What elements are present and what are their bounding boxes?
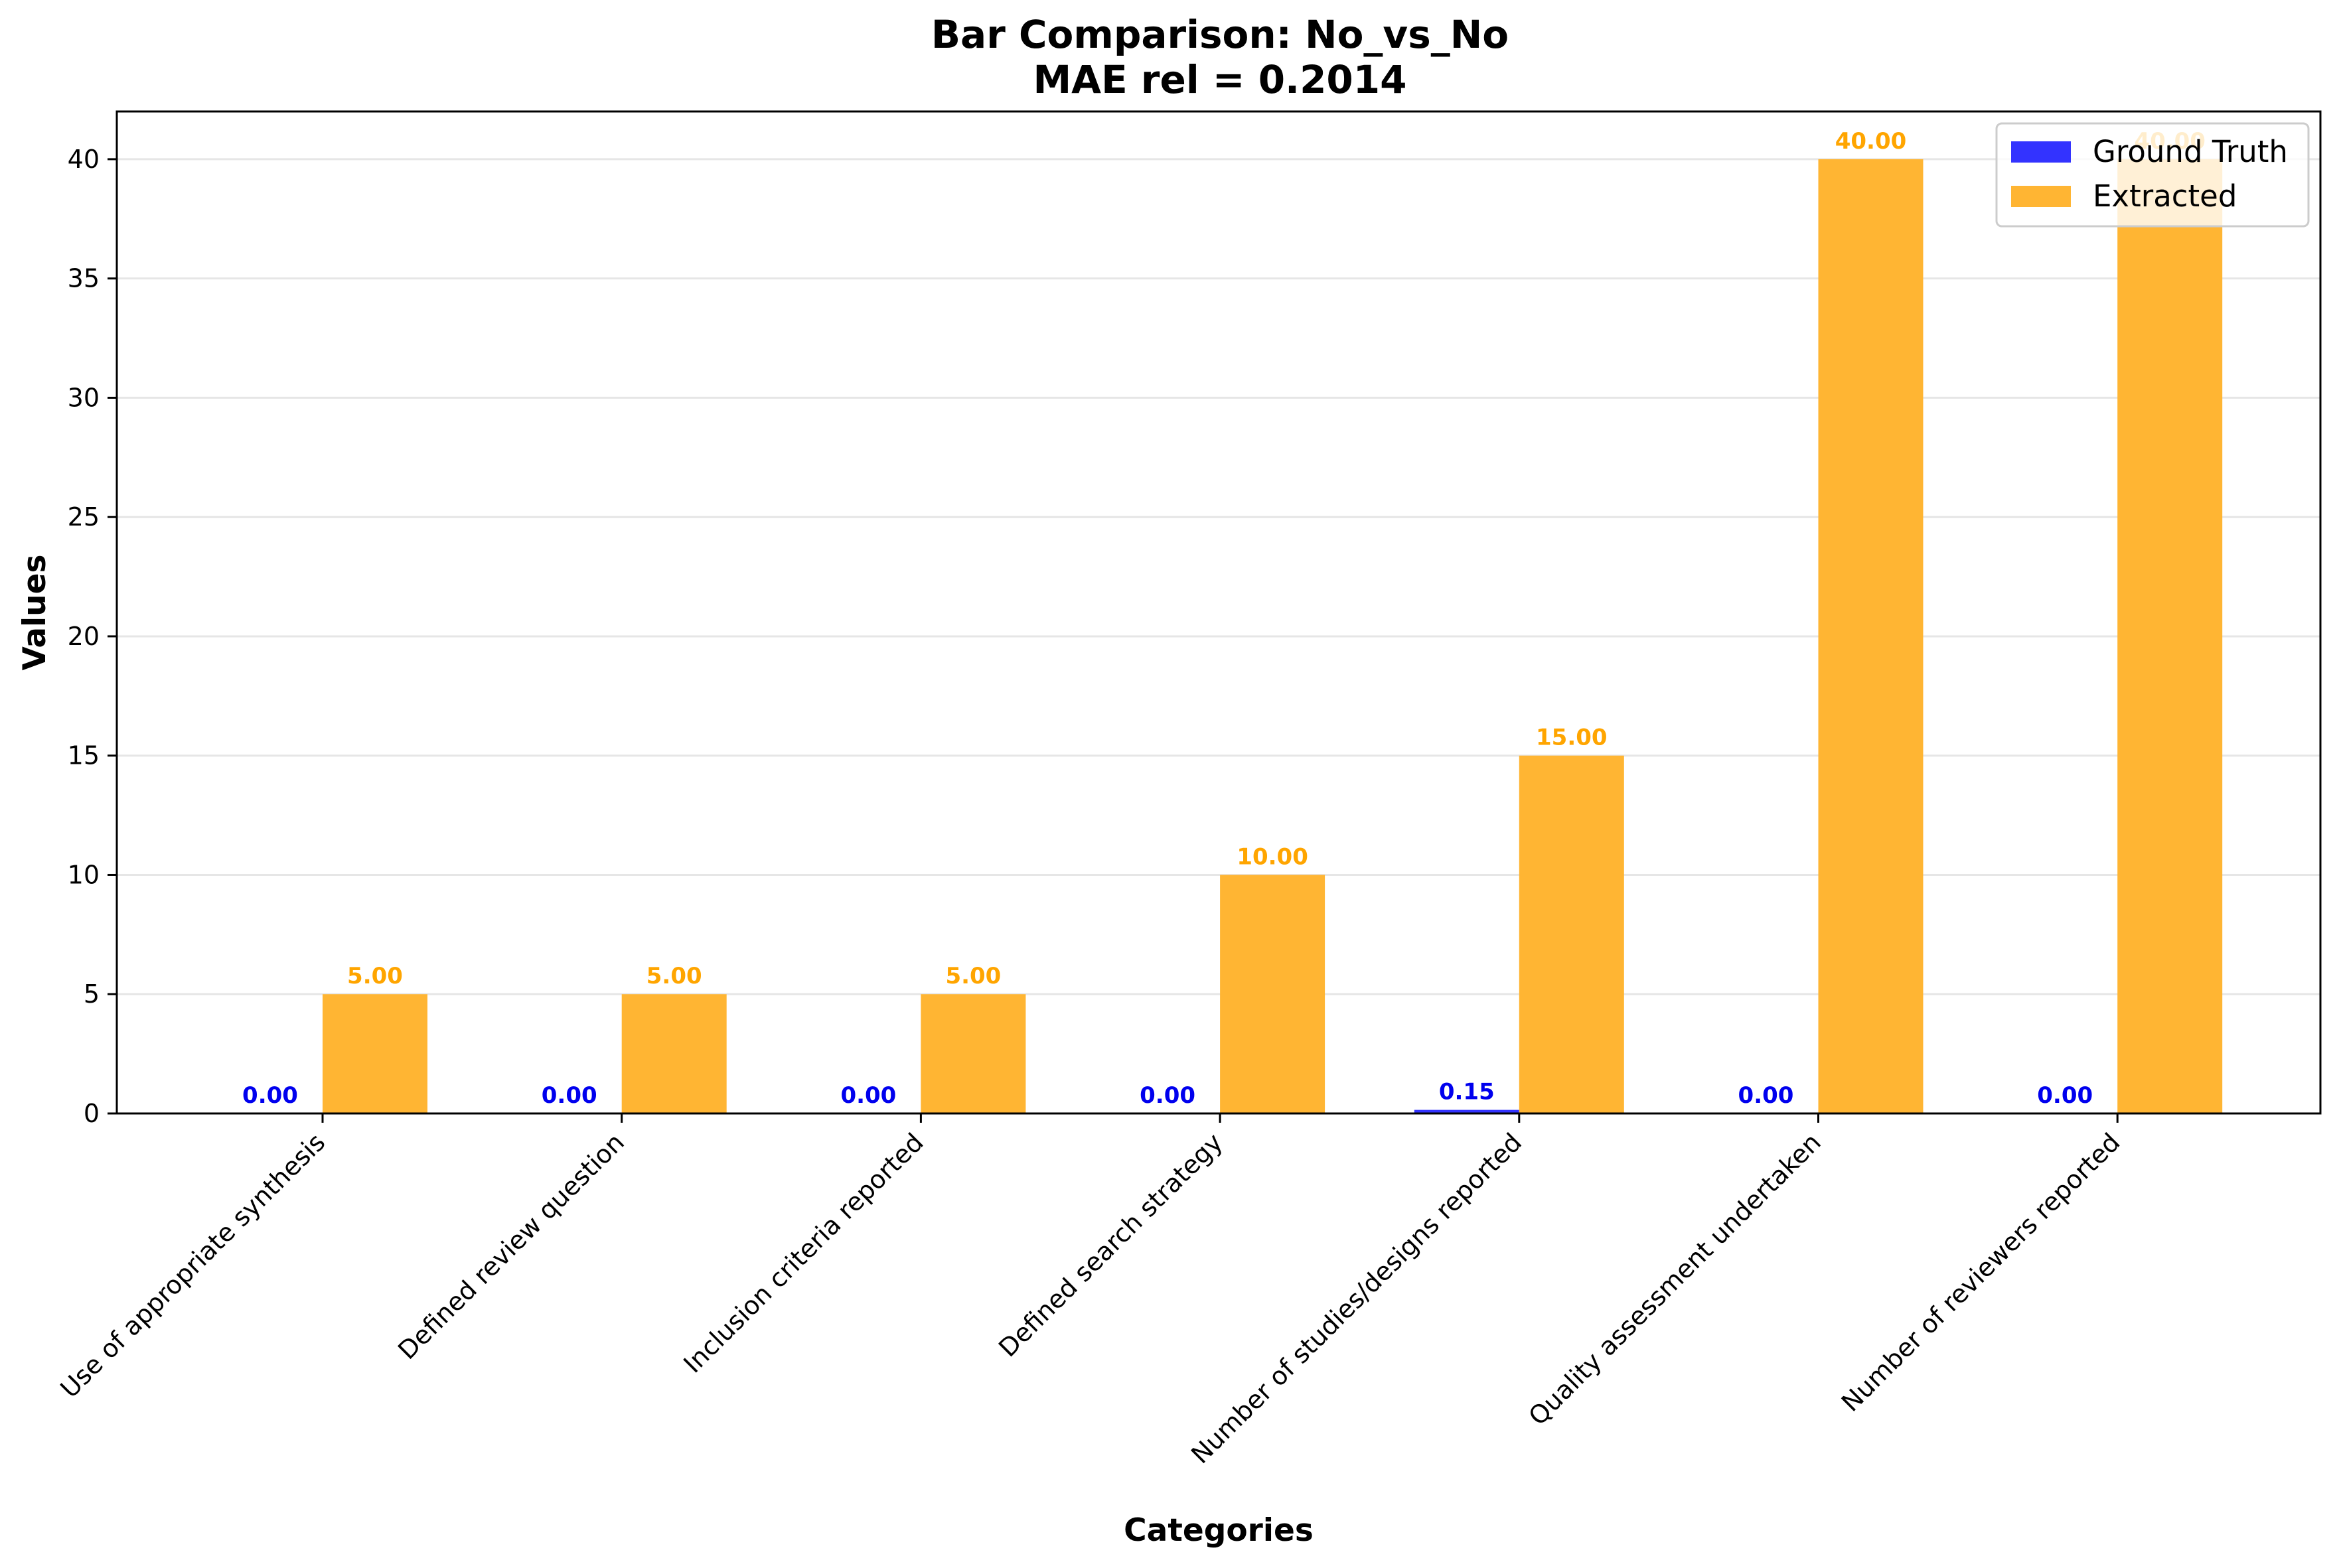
- legend-label-ground-truth: Ground Truth: [2093, 134, 2288, 169]
- bar-extracted: [1220, 875, 1325, 1113]
- legend-swatch-extracted: [2011, 186, 2071, 207]
- value-label-ground-truth: 0.00: [1738, 1082, 1794, 1109]
- legend-swatch-ground-truth: [2011, 141, 2071, 163]
- value-label-ground-truth: 0.00: [542, 1082, 597, 1109]
- value-label-extracted: 5.00: [945, 963, 1001, 989]
- y-tick-label: 5: [84, 979, 100, 1009]
- y-axis-ticks: 0 5 10 15 20 25 30 35 40: [68, 145, 117, 1128]
- plot-frame: [115, 110, 2322, 1115]
- value-label-extracted: 15.00: [1536, 725, 1608, 751]
- value-label-extracted: 5.00: [646, 963, 702, 989]
- y-tick-label: 15: [68, 741, 100, 770]
- bar-ground-truth: [1414, 1109, 1519, 1113]
- bar-extracted: [323, 994, 427, 1113]
- legend-label-extracted: Extracted: [2093, 178, 2237, 214]
- value-label-ground-truth: 0.00: [2037, 1082, 2093, 1109]
- y-tick-label: 0: [84, 1099, 100, 1128]
- legend: Ground Truth Extracted: [1995, 122, 2310, 228]
- y-tick-label: 35: [68, 264, 100, 293]
- value-label-ground-truth: 0.00: [242, 1082, 298, 1109]
- x-axis-label: Categories: [1124, 1512, 1314, 1549]
- value-label-extracted: 40.00: [1835, 128, 1907, 155]
- value-label-extracted: 10.00: [1237, 843, 1308, 870]
- bars: [323, 159, 2223, 1113]
- y-tick-label: 10: [68, 860, 100, 889]
- bar-extracted: [1519, 755, 1624, 1113]
- value-label-ground-truth: 0.00: [1140, 1082, 1195, 1109]
- legend-box: [1995, 122, 2310, 228]
- y-tick-label: 25: [68, 502, 100, 532]
- chart-title: Bar Comparison: No_vs_No: [931, 12, 1509, 57]
- grid-lines: [117, 158, 2320, 1115]
- y-tick-label: 30: [68, 383, 100, 412]
- y-tick-label: 20: [68, 622, 100, 651]
- value-label-extracted: 5.00: [347, 963, 403, 989]
- value-label-ground-truth: 0.15: [1439, 1079, 1495, 1105]
- y-axis-label: Values: [17, 555, 53, 671]
- bar-extracted: [621, 994, 727, 1113]
- value-label-ground-truth: 0.00: [840, 1082, 896, 1109]
- y-tick-label: 40: [68, 145, 100, 174]
- chart-subtitle: MAE rel = 0.2014: [1033, 57, 1406, 102]
- bar-extracted: [921, 994, 1026, 1113]
- bar-extracted: [2117, 159, 2223, 1113]
- bar-extracted: [1818, 159, 1924, 1113]
